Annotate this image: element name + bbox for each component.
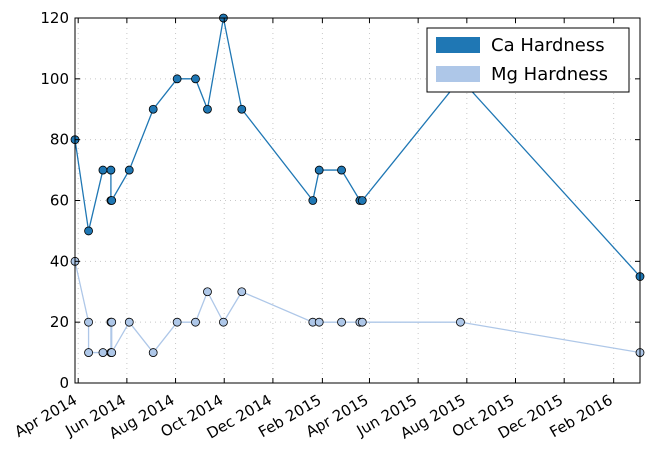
data-point: [357, 196, 367, 205]
y-tick-label: 80: [50, 131, 69, 149]
data-point: [203, 104, 212, 114]
legend-label: Mg Hardness: [491, 64, 608, 85]
legend-swatch: [436, 37, 480, 53]
legend: Ca Hardness Mg Hardness: [426, 27, 630, 93]
data-point: [106, 165, 116, 175]
data-point: [84, 226, 93, 236]
data-point: [172, 74, 182, 84]
data-point: [191, 74, 200, 84]
series-ca-hardness: [70, 13, 645, 281]
y-tick-label: 40: [50, 252, 69, 270]
y-tick-label: 120: [40, 9, 69, 27]
data-point: [456, 317, 465, 327]
data-point: [84, 348, 93, 357]
data-point: [98, 165, 108, 175]
data-point: [98, 348, 108, 357]
y-tick-label: 100: [40, 70, 69, 88]
series-layer: [70, 13, 645, 357]
y-tick-label: 20: [50, 313, 69, 331]
legend-swatch: [436, 66, 480, 82]
data-point: [107, 196, 117, 205]
data-point: [314, 165, 324, 175]
data-point: [237, 104, 247, 114]
data-point: [107, 317, 117, 327]
data-point: [308, 196, 318, 205]
series-line: [74, 17, 641, 277]
series-mg-hardness: [70, 256, 645, 357]
y-tick-label: 60: [50, 192, 69, 210]
data-point: [337, 165, 346, 175]
data-point: [172, 317, 182, 327]
data-point: [124, 317, 134, 327]
data-point: [203, 287, 212, 297]
data-point: [314, 317, 324, 327]
data-point: [148, 104, 158, 114]
series-line: [74, 261, 641, 356]
data-point: [337, 317, 346, 327]
legend-label: Ca Hardness: [491, 35, 605, 56]
data-point: [357, 317, 367, 327]
y-tick-label: 0: [59, 374, 69, 392]
data-point: [237, 287, 247, 297]
data-point: [124, 165, 134, 175]
data-point: [84, 317, 93, 327]
data-point: [148, 348, 158, 357]
data-point: [191, 317, 200, 327]
data-point: [107, 348, 117, 357]
data-point: [219, 317, 228, 327]
